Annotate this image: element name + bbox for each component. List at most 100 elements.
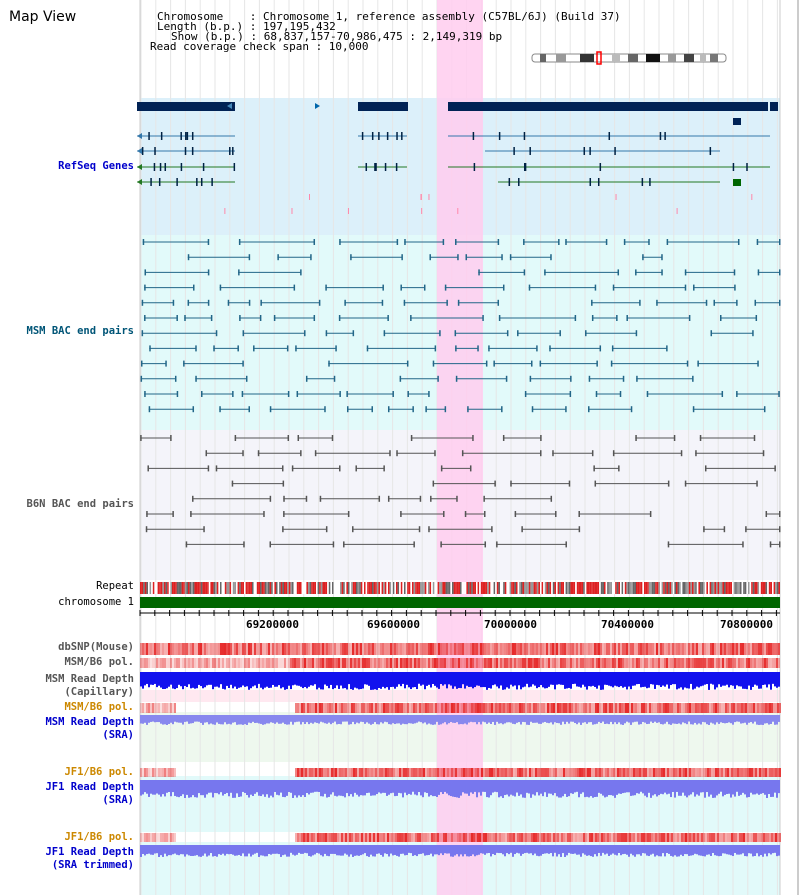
read-depth-bar <box>296 845 298 855</box>
track-label-jf1-depth-sra[interactable]: JF1 Read Depth <box>45 781 134 793</box>
polymorphism-cell <box>771 768 773 777</box>
read-depth-bar <box>518 715 520 723</box>
track-label-msm-bac[interactable]: MSM BAC end pairs <box>26 325 134 337</box>
polymorphism-cell <box>333 703 335 713</box>
polymorphism-cell <box>489 768 491 777</box>
polymorphism-cell <box>725 768 727 777</box>
read-depth-bar <box>506 845 508 854</box>
polymorphism-cell <box>751 703 753 713</box>
read-depth-bar <box>386 672 388 688</box>
read-depth-bar <box>688 672 690 689</box>
read-depth-bar <box>716 715 718 723</box>
bac-end <box>383 465 385 472</box>
polymorphism-cell <box>692 643 694 655</box>
repeat-mark <box>418 582 420 594</box>
track-features[interactable] <box>137 102 781 857</box>
repeat-mark <box>613 582 616 594</box>
read-depth-bar <box>596 845 598 857</box>
read-depth-bar <box>196 845 198 856</box>
polymorphism-cell <box>703 768 705 777</box>
read-depth-bar <box>636 845 638 855</box>
read-depth-bar <box>290 672 292 690</box>
chromosome-ideogram[interactable] <box>531 51 727 65</box>
repeat-mark <box>277 582 280 594</box>
bac-end <box>141 299 144 306</box>
read-depth-bar <box>634 715 636 722</box>
polymorphism-cell <box>381 833 383 842</box>
read-depth-bar <box>216 672 218 687</box>
bac-end <box>540 435 542 441</box>
track-label-b6n-bac[interactable]: B6N BAC end pairs <box>26 498 134 510</box>
read-depth-bar <box>424 715 426 723</box>
read-depth-bar <box>300 672 302 687</box>
highlight-region[interactable] <box>437 0 483 895</box>
polymorphism-cell <box>484 643 486 655</box>
polymorphism-cell <box>338 658 340 668</box>
read-depth-bar <box>770 715 772 725</box>
polymorphism-cell <box>570 643 572 655</box>
track-label-chromosome[interactable]: chromosome 1 <box>58 596 134 608</box>
polymorphism-cell <box>428 643 430 655</box>
polymorphism-cell <box>733 833 735 842</box>
polymorphism-cell <box>170 768 172 777</box>
bac-end <box>550 254 552 261</box>
read-depth-bar <box>318 780 320 793</box>
polymorphism-cell <box>337 833 339 842</box>
track-label-dbsnp[interactable]: dbSNP(Mouse) <box>58 641 134 653</box>
bac-end <box>406 360 409 367</box>
read-depth-bar <box>638 845 640 855</box>
repeat-mark <box>736 582 739 594</box>
read-depth-bar <box>154 715 156 723</box>
read-depth-bar <box>778 672 780 687</box>
read-depth-bar <box>428 715 430 724</box>
track-label-msm-b6-pol-2[interactable]: MSM/B6 pol. <box>64 701 134 713</box>
track-label-msm-b6-pol[interactable]: MSM/B6 pol. <box>64 656 134 668</box>
track-label-msm-depth-sra[interactable]: MSM Read Depth <box>45 716 134 728</box>
polymorphism-cell <box>756 643 758 655</box>
polymorphism-cell <box>682 658 684 668</box>
read-depth-bar <box>388 845 390 857</box>
read-depth-bar <box>692 672 694 690</box>
read-depth-bar <box>226 715 228 725</box>
polymorphism-cell <box>288 643 290 655</box>
read-depth-bar <box>178 780 180 798</box>
track-label-jf1-b6-pol[interactable]: JF1/B6 pol. <box>64 766 134 778</box>
read-depth-bar <box>624 715 626 724</box>
exon <box>191 147 194 155</box>
polymorphism-cell <box>667 833 669 842</box>
read-depth-bar <box>626 780 628 793</box>
polymorphism-cell <box>718 643 720 655</box>
repeat-mark <box>260 582 262 594</box>
repeat-mark <box>594 582 596 594</box>
polymorphism-cell <box>554 658 556 668</box>
track-label-msm-depth-capillary[interactable]: MSM Read Depth <box>45 673 134 685</box>
polymorphism-cell <box>142 768 144 777</box>
polymorphism-cell <box>588 643 590 655</box>
repeat-mark <box>472 582 475 594</box>
read-depth-bar <box>668 780 670 794</box>
track-label-jf1-depth-trimmed[interactable]: JF1 Read Depth <box>45 846 134 858</box>
track-label-repeat[interactable]: Repeat <box>96 580 134 592</box>
track-label-refseq[interactable]: RefSeq Genes <box>58 160 134 172</box>
polymorphism-cell <box>501 833 503 842</box>
read-depth-bar <box>240 780 242 797</box>
polymorphism-cell <box>150 703 152 713</box>
polymorphism-cell <box>775 768 777 777</box>
read-depth-bar <box>754 672 756 685</box>
bac-end <box>622 375 625 382</box>
polymorphism-cell <box>292 643 294 655</box>
repeat-mark <box>360 582 363 594</box>
read-depth-bar <box>278 780 280 796</box>
read-depth-bar <box>728 780 730 794</box>
polymorphism-cell <box>485 703 487 713</box>
track-label-jf1-b6-pol-2[interactable]: JF1/B6 pol. <box>64 831 134 843</box>
polymorphism-cell <box>202 643 204 655</box>
read-depth-bar <box>598 845 600 853</box>
read-depth-bar <box>304 715 306 725</box>
read-depth-bar <box>246 780 248 796</box>
repeat-mark <box>216 582 219 594</box>
read-depth-bar <box>230 672 232 685</box>
read-depth-bar <box>412 780 414 792</box>
polymorphism-cell <box>502 643 504 655</box>
